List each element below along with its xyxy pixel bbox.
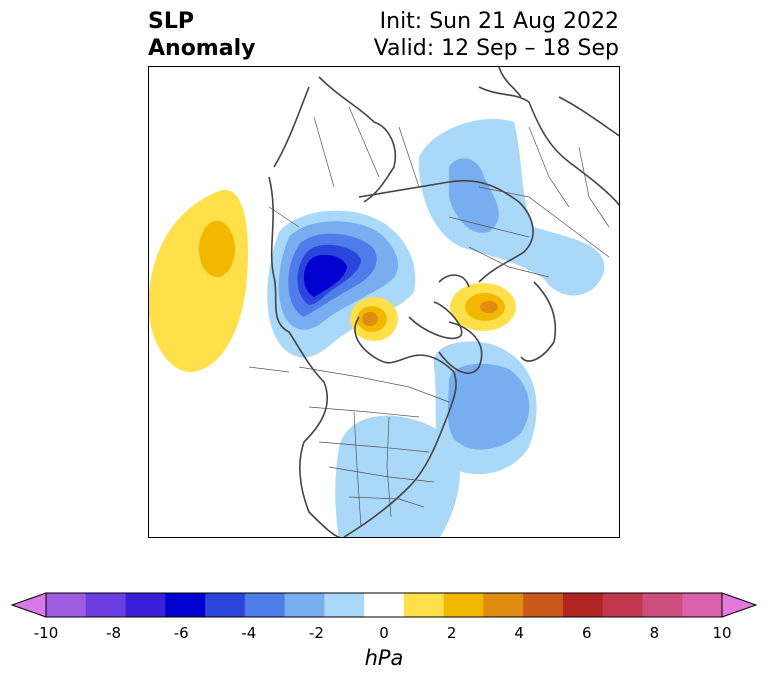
country-borders xyxy=(248,106,610,528)
colorbar-segment xyxy=(85,593,127,617)
colorbar-segment xyxy=(284,593,325,617)
colorbar-segment xyxy=(125,593,166,617)
title-right: Init: Sun 21 Aug 2022 Valid: 12 Sep – 18… xyxy=(374,8,619,62)
valid-range: Valid: 12 Sep – 18 Sep xyxy=(373,36,619,61)
anomaly-north-pacific-core xyxy=(199,221,235,277)
colorbar-tick-label: 10 xyxy=(712,624,732,642)
anomaly-barents-core xyxy=(480,301,498,313)
colorbar-segment xyxy=(364,593,405,617)
init-date: Init: Sun 21 Aug 2022 xyxy=(379,9,619,34)
colorbar-segment xyxy=(165,593,206,617)
colorbar-tick-label: -6 xyxy=(173,624,189,642)
colorbar-extend-max xyxy=(721,592,758,618)
title-left: SLP Anomaly xyxy=(148,8,255,62)
colorbar-extend-min xyxy=(10,592,47,618)
anomaly-alaska-core xyxy=(303,254,347,297)
coastlines xyxy=(268,67,619,537)
anomaly-siberia-2 xyxy=(449,158,499,233)
anomaly-north-pacific xyxy=(149,189,249,373)
title-field-type: Anomaly xyxy=(148,36,256,61)
anomaly-siberia xyxy=(418,118,605,296)
colorbar-segment xyxy=(205,593,246,617)
colorbar xyxy=(10,592,758,618)
colorbar-tick-label: 0 xyxy=(379,624,389,642)
colorbar-segment xyxy=(46,593,87,617)
anomaly-map xyxy=(149,67,619,537)
colorbar-tick-label: -8 xyxy=(106,624,122,642)
colorbar-segment xyxy=(682,593,723,617)
colorbar-tick-label: 4 xyxy=(514,624,524,642)
colorbar-tick-label: 6 xyxy=(582,624,592,642)
colorbar-frame xyxy=(45,592,723,618)
colorbar-segment xyxy=(403,593,445,617)
colorbar-segments xyxy=(10,592,758,618)
colorbar-segment xyxy=(642,593,683,617)
colorbar-tick-label: -4 xyxy=(241,624,257,642)
colorbar-segment xyxy=(483,593,524,617)
colorbar-segment xyxy=(324,593,365,617)
colorbar-tick-label: 8 xyxy=(649,624,660,642)
colorbar-segment xyxy=(443,593,484,617)
anomaly-canadian-arctic-core xyxy=(362,312,378,326)
colorbar-tick-label: 2 xyxy=(446,624,457,642)
colorbar-tick-label: -10 xyxy=(33,624,59,642)
colorbar-tick-label: -2 xyxy=(308,624,324,642)
colorbar-segment xyxy=(523,593,564,617)
colorbar-segment xyxy=(244,593,286,617)
title-variable: SLP xyxy=(148,9,194,34)
colorbar-segment xyxy=(602,593,643,617)
anomaly-north-atlantic-2 xyxy=(447,363,530,450)
colorbar-unit: hPa xyxy=(364,646,404,670)
colorbar-segment xyxy=(562,593,604,617)
anomaly-eastern-us xyxy=(335,415,460,537)
map-panel xyxy=(148,66,620,538)
